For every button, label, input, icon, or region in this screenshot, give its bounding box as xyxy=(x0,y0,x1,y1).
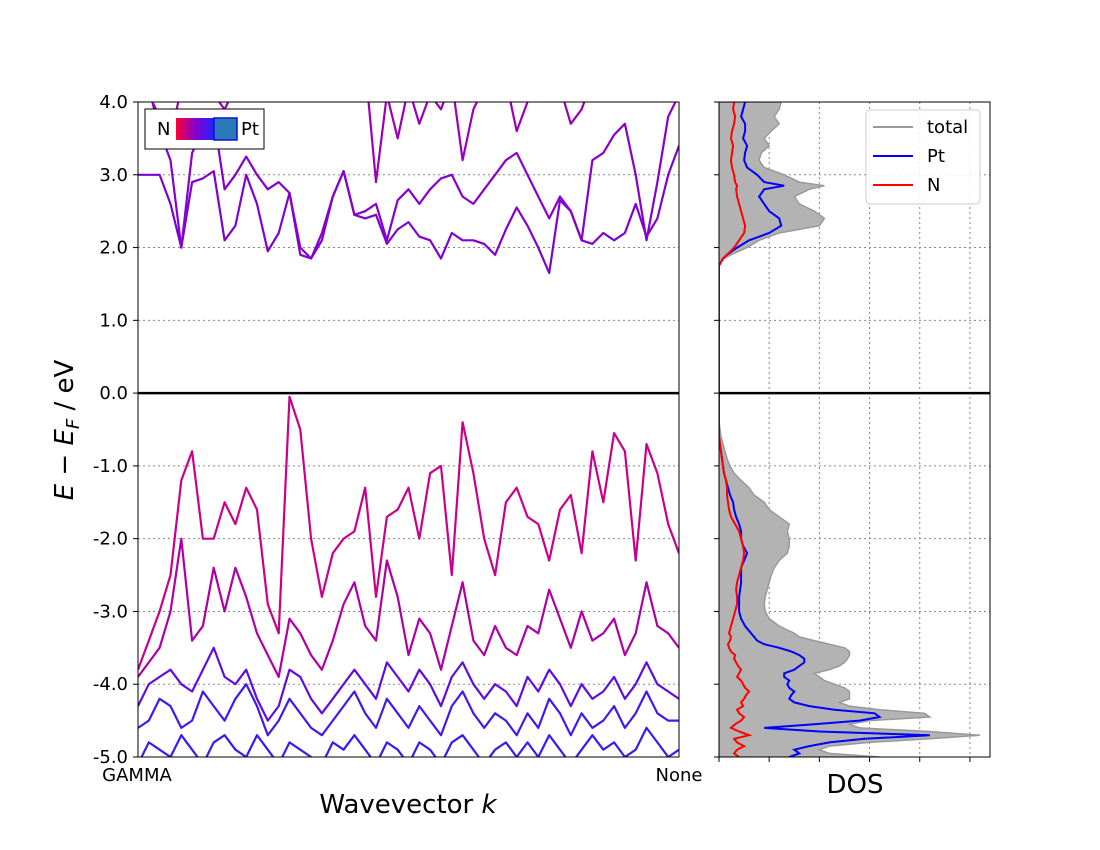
legend-total-label: total xyxy=(927,117,968,138)
band-line-band-v5 xyxy=(140,726,679,757)
band-structure-panel: -5.0 -4.0 -3.0 -2.0 -1.0 0.0 1.0 2.0 3.0 4.0 GAMM… xyxy=(50,92,703,820)
dos-legend-box xyxy=(865,109,981,205)
colorbar-label-n: N xyxy=(157,119,170,140)
band-y-ticks: -5.0 -4.0 -3.0 -2.0 -1.0 0.0 1.0 2.0 3.0 4.0 xyxy=(93,92,138,768)
band-line-band-c2 xyxy=(151,102,677,260)
colorbar-label-pt: Pt xyxy=(241,119,259,140)
band-y-tick-label: 0.0 xyxy=(99,383,128,404)
band-line-band-c1 xyxy=(138,145,679,275)
x-tick-label-gamma: GAMMA xyxy=(102,765,172,786)
dos-n-line xyxy=(719,102,753,757)
band-y-tick-label: -5.0 xyxy=(93,747,128,768)
legend-pt-label: Pt xyxy=(927,146,945,167)
dos-ticks xyxy=(714,101,971,762)
band-axes-frame xyxy=(137,101,680,758)
dos-x-axis-label: DOS xyxy=(827,770,884,800)
band-y-tick-label: 2.0 xyxy=(99,238,128,259)
dos-pt-line xyxy=(719,102,930,757)
legend-n-label: N xyxy=(927,175,940,196)
band-line-band-v4 xyxy=(138,683,679,737)
dos-legend: total Pt N xyxy=(865,109,981,205)
band-y-tick-label: -1.0 xyxy=(93,456,128,477)
band-y-tick-label: -2.0 xyxy=(93,529,128,550)
band-lines xyxy=(138,102,679,757)
colorbar-pt-swatch xyxy=(213,117,238,141)
band-x-axis-label: Wavevector k xyxy=(319,790,497,820)
dos-curves xyxy=(719,102,990,757)
dos-panel: DOS total Pt N xyxy=(714,101,991,800)
band-line-band-v1 xyxy=(138,395,679,671)
band-y-tick-label: 4.0 xyxy=(99,92,128,113)
dos-axes-frame xyxy=(718,101,991,758)
band-line-band-v3 xyxy=(138,646,679,722)
colorbar-legend: N Pt xyxy=(144,108,265,150)
band-y-tick-label: 3.0 xyxy=(99,165,128,186)
band-y-axis-label: E − EF / eV xyxy=(50,359,84,500)
band-y-tick-label: -3.0 xyxy=(93,601,128,622)
band-line-band-v2 xyxy=(138,537,679,679)
band-y-tick-label: 1.0 xyxy=(99,310,128,331)
colorbar-gradient xyxy=(176,118,214,140)
x-tick-label-none: None xyxy=(656,765,703,786)
dos-total-area xyxy=(719,102,981,757)
band-y-tick-label: -4.0 xyxy=(93,674,128,695)
band-grid xyxy=(138,174,679,685)
